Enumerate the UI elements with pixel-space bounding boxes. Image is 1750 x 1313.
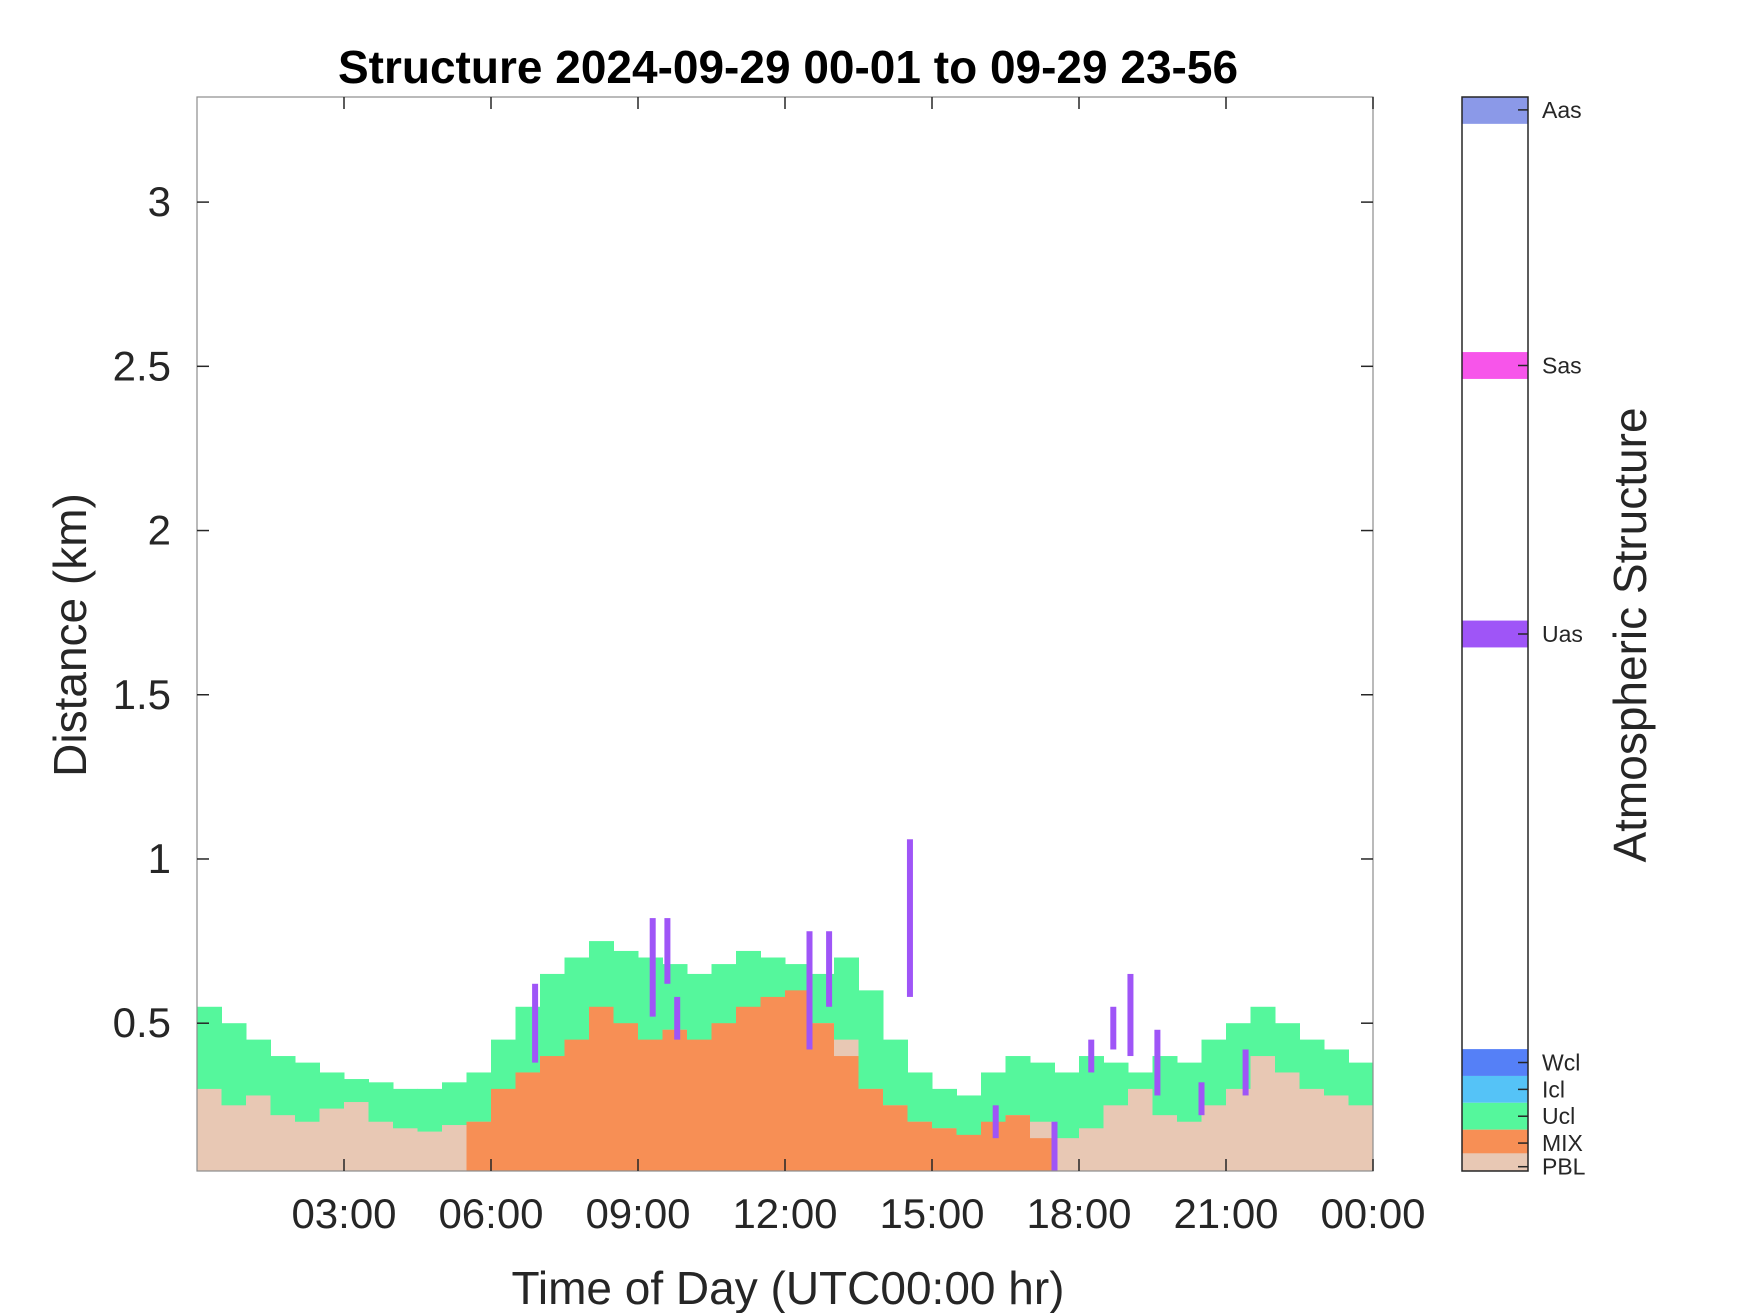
aerosol-layer-uas — [1198, 1082, 1205, 1116]
colorbar-tick-label: Sas — [1542, 353, 1582, 379]
data-cell-pbl — [319, 1108, 345, 1171]
colorbar-tick-label: Wcl — [1542, 1050, 1580, 1076]
x-tick-label: 03:00 — [291, 1190, 396, 1237]
y-tick-label: 1 — [148, 835, 171, 882]
data-cell-pbl — [1324, 1095, 1349, 1171]
data-cell-pbl — [368, 1121, 394, 1171]
x-tick-label: 21:00 — [1173, 1190, 1278, 1237]
x-tick-label: 12:00 — [732, 1190, 837, 1237]
colorbar-label: Atmospheric Structure — [1604, 407, 1656, 862]
x-tick-label: 09:00 — [585, 1190, 690, 1237]
x-tick-label: 06:00 — [438, 1190, 543, 1237]
aerosol-layer-uas — [826, 931, 833, 1007]
aerosol-layer-uas — [532, 983, 539, 1063]
data-cell-pbl — [1177, 1121, 1202, 1171]
data-cell-pbl — [344, 1102, 369, 1171]
aerosol-layer-uas — [1088, 1039, 1095, 1073]
colorbar-swatch-aas — [1462, 97, 1528, 124]
x-tick-label: 18:00 — [1026, 1190, 1131, 1237]
y-tick-label: 1.5 — [113, 671, 171, 718]
data-cell-mix — [834, 1056, 859, 1171]
data-cell-mix — [515, 1072, 541, 1171]
aerosol-layer-uas — [674, 996, 681, 1040]
data-cell-pbl — [1250, 1056, 1276, 1171]
data-cell-mix — [1005, 1115, 1031, 1171]
data-cell-mix — [736, 1006, 761, 1171]
data-cell-pbl — [1079, 1128, 1104, 1171]
aerosol-layer-uas — [1127, 973, 1134, 1057]
y-tick-label: 2 — [148, 507, 171, 554]
data-cell-pbl — [1299, 1088, 1325, 1171]
data-cell-pbl — [197, 1088, 222, 1171]
aerosol-layer-uas — [1154, 1029, 1161, 1096]
data-cell-mix — [907, 1121, 933, 1171]
y-tick-label: 0.5 — [113, 999, 171, 1046]
colorbar-tick-label: Uas — [1542, 621, 1583, 647]
data-cell-mix — [564, 1039, 590, 1171]
aerosol-layer-uas — [1242, 1049, 1249, 1096]
data-cell-pbl — [1201, 1105, 1227, 1171]
data-cell-mix — [711, 1023, 737, 1171]
data-cell-pbl — [393, 1128, 418, 1171]
x-axis-label: Time of Day (UTC00:00 hr) — [512, 1262, 1065, 1313]
data-cell-mix — [858, 1088, 884, 1171]
y-axis-label: Distance (km) — [44, 493, 96, 777]
aerosol-layer-uas — [1110, 1006, 1117, 1050]
x-tick-label: 00:00 — [1320, 1190, 1425, 1237]
colorbar-swatch-uas — [1462, 620, 1528, 648]
data-cell-pbl — [417, 1131, 443, 1171]
data-cell-mix — [785, 990, 810, 1171]
data-cell-pbl — [1152, 1115, 1178, 1171]
colorbar-swatch-ucl — [1462, 1102, 1528, 1130]
colorbar-tick-label: MIX — [1542, 1130, 1583, 1156]
data-cell-mix — [662, 1029, 688, 1171]
data-cell-mix — [540, 1056, 565, 1171]
aerosol-layer-uas — [649, 918, 656, 1017]
data-cell-pbl — [246, 1095, 271, 1171]
data-cell-pbl — [221, 1105, 247, 1171]
colorbar-swatch-sas — [1462, 352, 1528, 379]
data-cell-pbl — [1128, 1088, 1153, 1171]
colorbar-swatch-mix — [1462, 1129, 1528, 1157]
data-cell-mix — [589, 1006, 614, 1171]
data-cell-mix — [1030, 1138, 1055, 1171]
aerosol-layer-uas — [664, 918, 671, 984]
data-cell-mix — [760, 996, 786, 1171]
data-cell-pbl — [442, 1125, 467, 1171]
data-cell-mix — [956, 1134, 982, 1171]
aerosol-layer-uas — [906, 839, 913, 997]
plot-area: 0.5 1 1.5 2 2.5 3 03:00 06:00 09:00 12:00 15:00 18:… — [113, 96, 1426, 1237]
chart-title: Structure 2024-09-29 00-01 to 09-29 23-5… — [338, 41, 1238, 93]
data-cell-mix — [883, 1105, 908, 1171]
x-tick-label: 15:00 — [879, 1190, 984, 1237]
aerosol-layer-uas — [806, 931, 813, 1050]
colorbar-tick-label: Icl — [1542, 1076, 1565, 1102]
data-cell-mix — [491, 1088, 516, 1171]
data-cell-mix — [687, 1039, 712, 1171]
data-cell-mix — [809, 1023, 835, 1171]
data-cell-pbl — [1103, 1105, 1129, 1171]
data-cell-pbl — [1275, 1072, 1300, 1171]
data-cell-mix — [613, 1023, 639, 1171]
y-tick-label: 3 — [148, 178, 171, 225]
data-cell-pbl — [270, 1115, 296, 1171]
data-cell-pbl — [1054, 1138, 1080, 1171]
y-tick-label: 2.5 — [113, 342, 171, 389]
colorbar-tick-label: PBL — [1542, 1154, 1586, 1180]
colorbar-swatch-wcl — [1462, 1049, 1528, 1076]
data-cell-mix — [638, 1039, 663, 1171]
colorbar-tick-label: Aas — [1542, 97, 1582, 123]
colorbar-swatch-pbl — [1462, 1153, 1528, 1171]
data-cell-mix — [932, 1128, 957, 1171]
data-cell-pbl — [1226, 1088, 1251, 1171]
aerosol-layer-uas — [992, 1105, 999, 1139]
data-cell-pbl — [1348, 1105, 1374, 1171]
data-cell-mix — [466, 1121, 492, 1171]
colorbar-tick-label: Ucl — [1542, 1103, 1575, 1129]
data-cell-pbl — [295, 1121, 320, 1171]
aerosol-layer-uas — [1051, 1121, 1058, 1171]
colorbar-swatch-icl — [1462, 1075, 1528, 1103]
